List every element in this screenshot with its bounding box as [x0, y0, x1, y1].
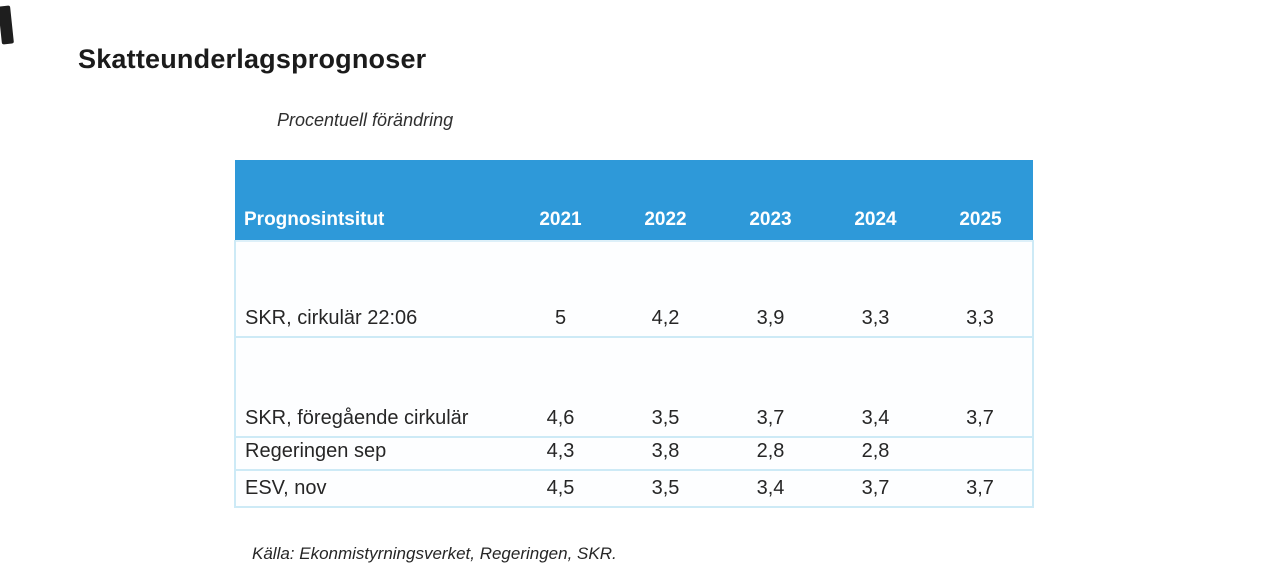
cell-value: 3,7	[928, 337, 1034, 438]
table-row-regeringen: Regeringen sep 4,3 3,8 2,8 2,8	[234, 437, 1034, 471]
cell-value: 3,7	[928, 470, 1034, 508]
cell-value: 3,4	[823, 337, 928, 438]
cell-value: 3,4	[718, 470, 823, 508]
cell-value: 3,3	[928, 240, 1034, 338]
row-label: SKR, föregående cirkulär	[234, 337, 508, 438]
cell-value: 4,3	[508, 437, 613, 471]
row-label: Regeringen sep	[234, 437, 508, 471]
column-header-2021: 2021	[508, 160, 613, 241]
row-label: SKR, cirkulär 22:06	[234, 240, 508, 338]
column-header-2025: 2025	[928, 160, 1033, 241]
column-header-2023: 2023	[718, 160, 823, 241]
table-caption: Procentuell förändring	[277, 110, 454, 130]
cell-value: 3,5	[613, 470, 718, 508]
table-row-esv: ESV, nov 4,5 3,5 3,4 3,7 3,7	[234, 470, 1034, 508]
cell-value: 2,8	[823, 437, 928, 471]
cell-value: 3,3	[823, 240, 928, 338]
cell-value	[928, 437, 1034, 471]
cell-value: 3,5	[613, 337, 718, 438]
cell-value: 3,7	[823, 470, 928, 508]
cell-value: 4,6	[508, 337, 613, 438]
forecast-table-container: Prognosintsitut 2021 2022 2023 2024 2025…	[234, 160, 1034, 508]
column-header-2022: 2022	[613, 160, 718, 241]
table-row-skr-cirkular: SKR, cirkulär 22:06 5 4,2 3,9 3,3 3,3	[234, 240, 1034, 338]
cell-value: 3,7	[718, 337, 823, 438]
cell-value: 2,8	[718, 437, 823, 471]
cell-value: 4,5	[508, 470, 613, 508]
table-header-row: Prognosintsitut 2021 2022 2023 2024 2025	[235, 160, 1033, 241]
cell-value: 4,2	[613, 240, 718, 338]
table-row-skr-foregaende: SKR, föregående cirkulär 4,6 3,5 3,7 3,4…	[234, 337, 1034, 438]
row-label: ESV, nov	[234, 470, 508, 508]
forecast-table: Prognosintsitut 2021 2022 2023 2024 2025…	[234, 160, 1034, 508]
cell-value: 5	[508, 240, 613, 338]
page-title: Skatteunderlagsprognoser	[78, 44, 427, 74]
column-header-institute: Prognosintsitut	[235, 160, 508, 241]
column-header-2024: 2024	[823, 160, 928, 241]
scan-artifact-mark	[0, 5, 14, 45]
source-note: Källa: Ekonmistyrningsverket, Regeringen…	[252, 544, 617, 563]
cell-value: 3,8	[613, 437, 718, 471]
cell-value: 3,9	[718, 240, 823, 338]
